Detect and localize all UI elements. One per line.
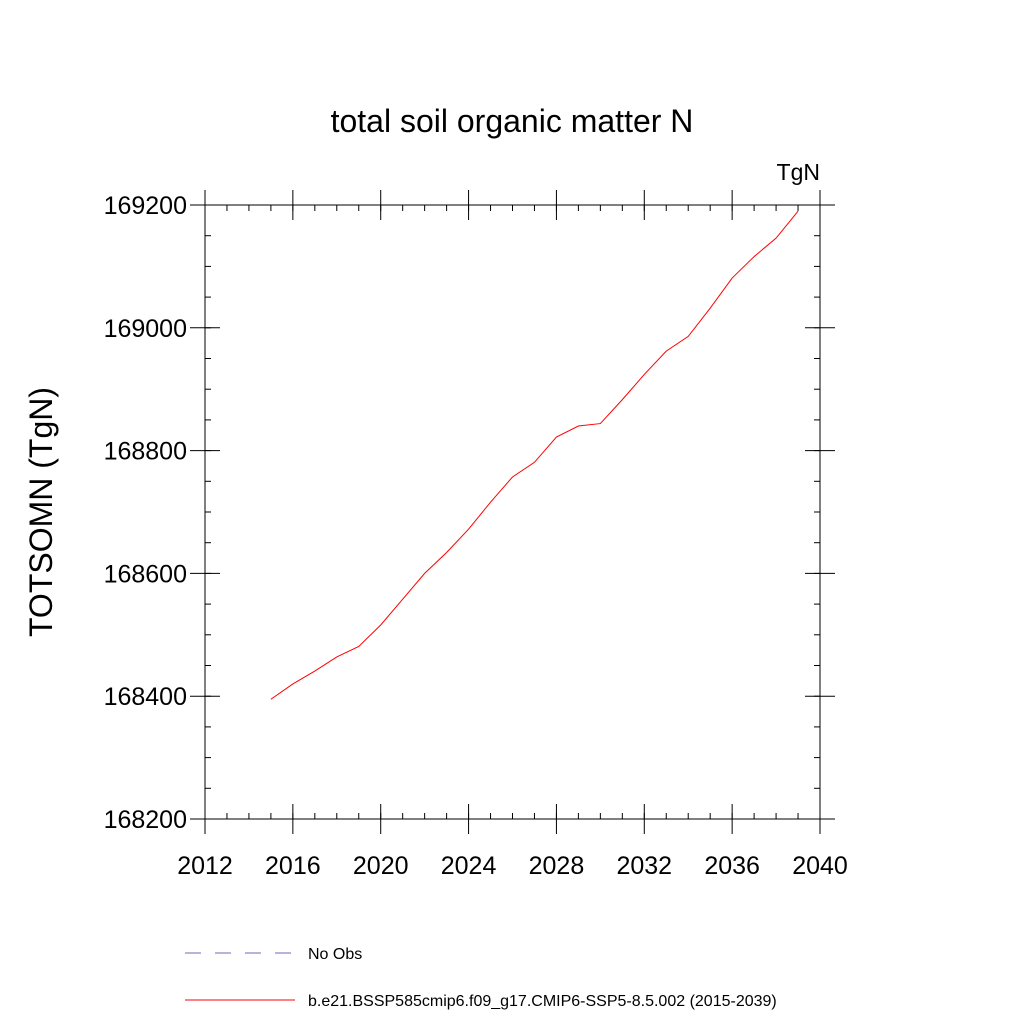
chart-title: total soil organic matter N xyxy=(331,103,694,139)
legend-label-ssp585: b.e21.BSSP585cmip6.f09_g17.CMIP6-SSP5-8.… xyxy=(308,993,777,1010)
x-tick-label: 2016 xyxy=(265,852,321,880)
y-tick-label: 168200 xyxy=(104,806,187,834)
x-tick-labels: 2012 2016 2020 2024 2028 2032 2036 2040 xyxy=(177,852,848,880)
x-tick-label: 2028 xyxy=(529,852,585,880)
x-tick-label: 2020 xyxy=(353,852,409,880)
x-tick-label: 2024 xyxy=(441,852,497,880)
x-tick-label: 2012 xyxy=(177,852,233,880)
y-tick-label: 168400 xyxy=(104,683,187,711)
x-tick-label: 2036 xyxy=(704,852,760,880)
series-line-0 xyxy=(270,210,799,700)
y-tick-label: 169000 xyxy=(104,315,187,343)
units-label: TgN xyxy=(777,159,820,185)
legend-label-no-obs: No Obs xyxy=(308,946,362,963)
plot-frame xyxy=(204,204,821,820)
y-tick-label: 168600 xyxy=(104,560,187,588)
y-tick-label: 168800 xyxy=(104,438,187,466)
y-tick-label: 169200 xyxy=(104,192,187,220)
y-tick-labels: 168200 168400 168600 168800 169000 169200 xyxy=(104,192,187,834)
x-tick-label: 2040 xyxy=(792,852,848,880)
y-axis-label: TOTSOMN (TgN) xyxy=(23,387,59,637)
x-tick-label: 2032 xyxy=(616,852,672,880)
series-layer xyxy=(270,210,799,700)
legend: No Obs b.e21.BSSP585cmip6.f09_g17.CMIP6-… xyxy=(185,946,777,1010)
axis-ticks xyxy=(190,190,835,834)
